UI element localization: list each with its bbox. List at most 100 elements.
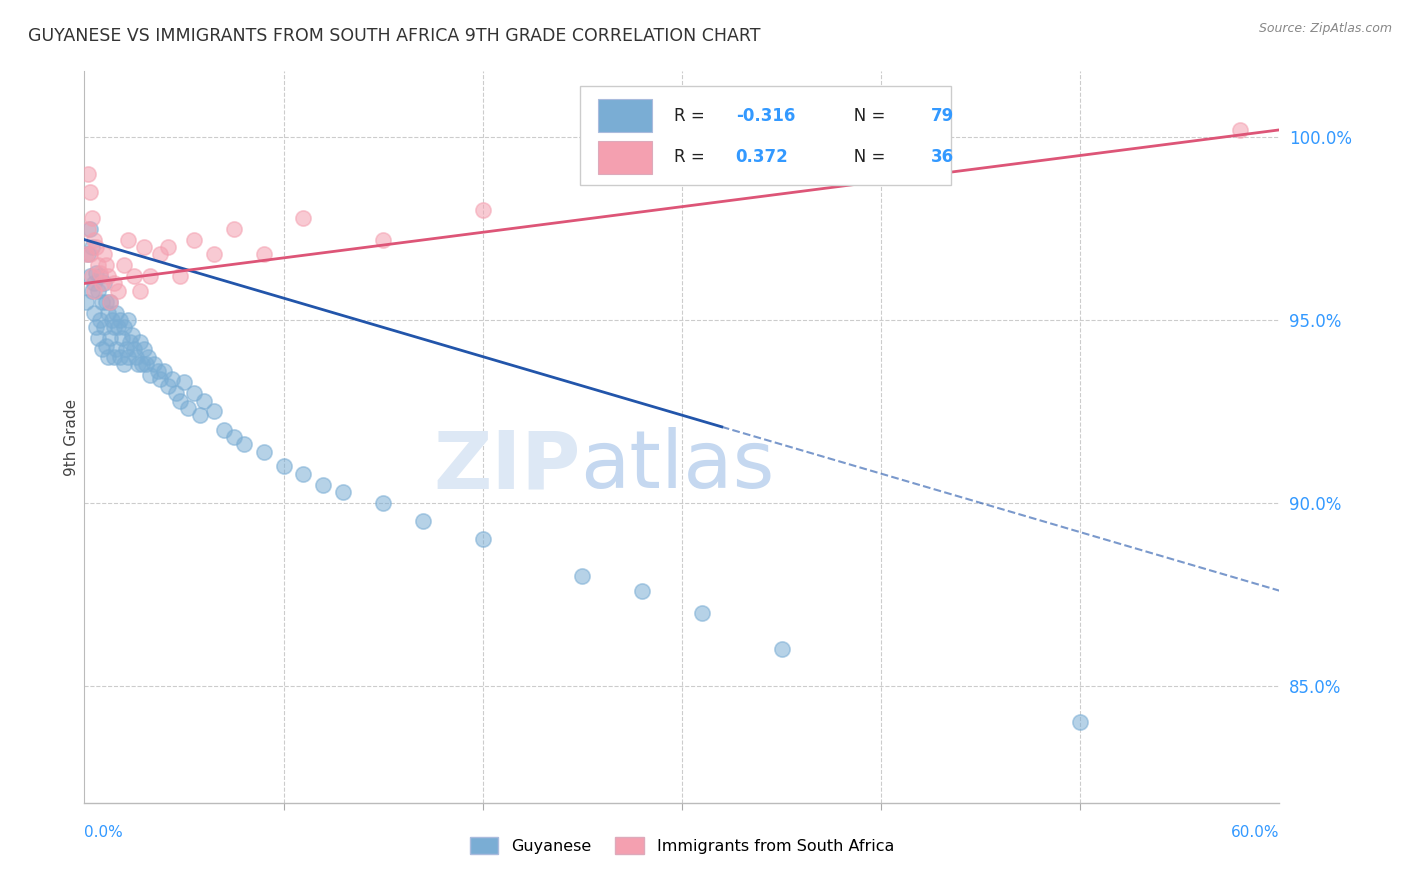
- Point: [169, 269, 191, 284]
- Point: [98, 294, 121, 309]
- Point: [86, 240, 108, 254]
- Point: [188, 408, 211, 422]
- Text: R =: R =: [673, 107, 710, 125]
- Point: [222, 221, 245, 235]
- Point: [136, 350, 159, 364]
- Point: [82, 211, 104, 225]
- Point: [125, 350, 148, 364]
- Point: [132, 240, 156, 254]
- Point: [82, 269, 104, 284]
- Point: [183, 386, 205, 401]
- Point: [96, 339, 118, 353]
- Text: R =: R =: [673, 148, 714, 166]
- Point: [79, 221, 101, 235]
- Bar: [599, 141, 652, 174]
- Point: [122, 343, 145, 357]
- Point: [373, 496, 395, 510]
- Point: [165, 386, 187, 401]
- Point: [79, 269, 101, 284]
- Point: [93, 320, 115, 334]
- Point: [143, 357, 166, 371]
- Point: [96, 294, 118, 309]
- Point: [77, 221, 100, 235]
- Point: [471, 533, 494, 547]
- Point: [121, 327, 143, 342]
- Point: [115, 343, 138, 357]
- Point: [82, 284, 104, 298]
- Point: [107, 320, 129, 334]
- FancyBboxPatch shape: [581, 86, 950, 185]
- Point: [75, 247, 97, 261]
- Text: GUYANESE VS IMMIGRANTS FROM SOUTH AFRICA 9TH GRADE CORRELATION CHART: GUYANESE VS IMMIGRANTS FROM SOUTH AFRICA…: [28, 27, 761, 45]
- Point: [160, 371, 183, 385]
- Point: [83, 233, 105, 247]
- Point: [112, 320, 135, 334]
- Point: [98, 331, 121, 345]
- Point: [87, 331, 110, 345]
- Point: [89, 269, 111, 284]
- Point: [129, 334, 152, 349]
- Point: [79, 185, 101, 199]
- Point: [135, 357, 157, 371]
- Point: [149, 247, 172, 261]
- Point: [222, 430, 245, 444]
- Point: [770, 642, 793, 657]
- Point: [117, 313, 139, 327]
- Text: 79: 79: [931, 107, 953, 125]
- Text: 36: 36: [931, 148, 953, 166]
- Point: [149, 371, 172, 385]
- Point: [87, 258, 110, 272]
- Legend: Guyanese, Immigrants from South Africa: Guyanese, Immigrants from South Africa: [463, 830, 901, 861]
- Point: [103, 320, 125, 334]
- Text: Source: ZipAtlas.com: Source: ZipAtlas.com: [1258, 22, 1392, 36]
- Point: [98, 294, 121, 309]
- Point: [107, 284, 129, 298]
- Bar: [599, 99, 652, 132]
- Point: [127, 357, 149, 371]
- Point: [112, 258, 135, 272]
- Point: [631, 583, 654, 598]
- Point: [1069, 715, 1091, 730]
- Point: [97, 350, 120, 364]
- Point: [193, 393, 215, 408]
- Point: [103, 277, 125, 291]
- Point: [97, 306, 120, 320]
- Point: [96, 258, 118, 272]
- Point: [157, 240, 180, 254]
- Point: [232, 437, 254, 451]
- Y-axis label: 9th Grade: 9th Grade: [63, 399, 79, 475]
- Point: [110, 350, 132, 364]
- Point: [177, 401, 200, 415]
- Point: [253, 444, 276, 458]
- Text: 0.372: 0.372: [735, 148, 789, 166]
- Point: [103, 350, 125, 364]
- Text: ZIP: ZIP: [433, 427, 581, 506]
- Point: [183, 233, 205, 247]
- Point: [117, 350, 139, 364]
- Point: [157, 379, 180, 393]
- Text: 0.0%: 0.0%: [84, 825, 124, 839]
- Point: [91, 343, 114, 357]
- Text: N =: N =: [838, 107, 891, 125]
- Text: N =: N =: [838, 148, 891, 166]
- Point: [129, 284, 152, 298]
- Point: [122, 269, 145, 284]
- Point: [89, 313, 111, 327]
- Point: [173, 375, 195, 389]
- Point: [97, 269, 120, 284]
- Point: [110, 313, 132, 327]
- Point: [571, 569, 593, 583]
- Point: [131, 357, 153, 371]
- Point: [91, 294, 114, 309]
- Point: [101, 313, 124, 327]
- Point: [146, 364, 169, 378]
- Point: [82, 240, 104, 254]
- Text: -0.316: -0.316: [735, 107, 794, 125]
- Point: [1229, 123, 1251, 137]
- Point: [312, 477, 335, 491]
- Point: [169, 393, 191, 408]
- Point: [77, 167, 100, 181]
- Point: [202, 247, 225, 261]
- Point: [139, 368, 162, 382]
- Point: [93, 277, 115, 291]
